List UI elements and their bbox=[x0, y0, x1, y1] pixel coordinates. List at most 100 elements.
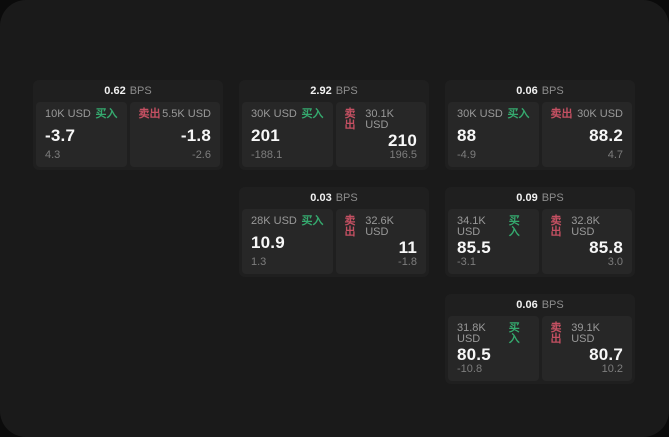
card-body: 30K USD 买入 201 -188.1 卖出 30.1K USD 210 1… bbox=[239, 102, 429, 170]
card-body: 30K USD 买入 88 -4.9 卖出 30K USD 88.2 4.7 bbox=[445, 102, 635, 170]
quote-card-2: 2.92 BPS 30K USD 买入 201 -188.1 卖出 bbox=[239, 80, 429, 170]
buy-label: 买入 bbox=[95, 108, 118, 120]
buy-cell[interactable]: 30K USD 买入 88 -4.9 bbox=[448, 102, 539, 167]
bps-unit-label: BPS bbox=[541, 299, 564, 311]
buy-cell-top: 30K USD 买入 bbox=[457, 109, 530, 120]
sell-price: 85.8 bbox=[589, 238, 623, 257]
sell-change: 196.5 bbox=[389, 149, 417, 161]
sell-cell-top: 卖出 30.1K USD bbox=[345, 109, 418, 131]
buy-amount: 30K USD bbox=[457, 108, 503, 120]
bps-header: 0.06 BPS bbox=[445, 294, 635, 316]
buy-label: 买入 bbox=[508, 215, 520, 238]
sell-cell[interactable]: 卖出 32.8K USD 85.8 3.0 bbox=[541, 209, 632, 274]
buy-cell-top: 30K USD 买入 bbox=[251, 109, 324, 120]
bps-unit-label: BPS bbox=[335, 192, 358, 204]
buy-change: -188.1 bbox=[251, 149, 283, 161]
sell-change: 3.0 bbox=[607, 256, 623, 268]
sell-amount: 39.1K USD bbox=[571, 322, 600, 345]
sell-amount: 30K USD bbox=[577, 108, 623, 120]
sell-label: 卖出 bbox=[550, 322, 562, 345]
buy-change: 4.3 bbox=[45, 149, 61, 161]
buy-cell-top: 28K USD 买入 bbox=[251, 216, 324, 227]
sell-cell[interactable]: 卖出 30.1K USD 210 196.5 bbox=[335, 102, 426, 167]
sell-price: 11 bbox=[398, 238, 417, 257]
quote-card-4: 0.03 BPS 28K USD 买入 10.9 1.3 卖出 bbox=[239, 187, 429, 277]
card-body: 34.1K USD 买入 85.5 -3.1 卖出 32.8K USD 85.8… bbox=[445, 209, 635, 277]
bps-unit-label: BPS bbox=[541, 192, 564, 204]
bps-value: 0.03 bbox=[310, 192, 332, 204]
card-body: 10K USD 买入 -3.7 4.3 卖出 5.5K USD -1.8 -2.… bbox=[33, 102, 223, 170]
sell-price: 80.7 bbox=[589, 345, 623, 364]
buy-change: -4.9 bbox=[457, 149, 476, 161]
buy-label: 买入 bbox=[301, 108, 324, 120]
buy-price: 80.5 bbox=[457, 345, 491, 364]
bps-value: 0.62 bbox=[104, 85, 126, 97]
sell-label: 卖出 bbox=[550, 108, 573, 120]
sell-cell-top: 卖出 32.6K USD bbox=[345, 216, 418, 238]
bps-header: 0.62 BPS bbox=[33, 80, 223, 102]
sell-label: 卖出 bbox=[138, 108, 161, 120]
quote-card-5: 0.09 BPS 34.1K USD 买入 85.5 -3.1 卖出 bbox=[445, 187, 635, 277]
sell-price: 210 bbox=[388, 131, 417, 150]
card-body: 28K USD 买入 10.9 1.3 卖出 32.6K USD 11 -1.8 bbox=[239, 209, 429, 277]
bps-value: 0.06 bbox=[516, 85, 538, 97]
sell-label: 卖出 bbox=[550, 215, 562, 238]
bps-header: 0.03 BPS bbox=[239, 187, 429, 209]
bps-value: 2.92 bbox=[310, 85, 332, 97]
bps-unit-label: BPS bbox=[129, 85, 152, 97]
buy-cell-top: 34.1K USD 买入 bbox=[457, 216, 530, 238]
sell-cell-top: 卖出 30K USD bbox=[551, 109, 624, 120]
buy-amount: 31.8K USD bbox=[457, 322, 486, 345]
sell-change: 4.7 bbox=[607, 149, 623, 161]
sell-amount: 5.5K USD bbox=[162, 108, 211, 120]
sell-cell[interactable]: 卖出 39.1K USD 80.7 10.2 bbox=[541, 316, 632, 381]
buy-cell[interactable]: 10K USD 买入 -3.7 4.3 bbox=[36, 102, 127, 167]
buy-label: 买入 bbox=[301, 215, 324, 227]
bps-value: 0.06 bbox=[516, 299, 538, 311]
buy-cell[interactable]: 31.8K USD 买入 80.5 -10.8 bbox=[448, 316, 539, 381]
buy-cell[interactable]: 28K USD 买入 10.9 1.3 bbox=[242, 209, 333, 274]
sell-amount: 32.8K USD bbox=[571, 215, 600, 238]
buy-price: -3.7 bbox=[45, 125, 76, 145]
bps-header: 0.09 BPS bbox=[445, 187, 635, 209]
sell-label: 卖出 bbox=[344, 108, 356, 131]
buy-change: 1.3 bbox=[251, 256, 267, 268]
bps-header: 0.06 BPS bbox=[445, 80, 635, 102]
buy-cell-top: 31.8K USD 买入 bbox=[457, 323, 530, 345]
sell-cell-top: 卖出 5.5K USD bbox=[139, 109, 212, 120]
sell-label: 卖出 bbox=[344, 215, 356, 238]
bps-unit-label: BPS bbox=[335, 85, 358, 97]
sell-cell[interactable]: 卖出 30K USD 88.2 4.7 bbox=[541, 102, 632, 167]
quote-card-grid: 0.62 BPS 10K USD 买入 -3.7 4.3 卖出 bbox=[33, 80, 635, 384]
sell-cell[interactable]: 卖出 32.6K USD 11 -1.8 bbox=[335, 209, 426, 274]
bps-unit-label: BPS bbox=[541, 85, 564, 97]
buy-label: 买入 bbox=[508, 322, 520, 345]
buy-cell[interactable]: 30K USD 买入 201 -188.1 bbox=[242, 102, 333, 167]
sell-cell-top: 卖出 32.8K USD bbox=[551, 216, 624, 238]
quote-card-6: 0.06 BPS 31.8K USD 买入 80.5 -10.8 卖 bbox=[445, 294, 635, 384]
sell-price: 88.2 bbox=[589, 125, 623, 145]
buy-price: 201 bbox=[251, 125, 280, 145]
quote-card-3: 0.06 BPS 30K USD 买入 88 -4.9 卖出 bbox=[445, 80, 635, 170]
sell-cell-top: 卖出 39.1K USD bbox=[551, 323, 624, 345]
buy-price: 85.5 bbox=[457, 238, 491, 257]
buy-price: 88 bbox=[457, 125, 477, 145]
buy-amount: 34.1K USD bbox=[457, 215, 486, 238]
sell-change: -2.6 bbox=[192, 149, 211, 161]
bps-value: 0.09 bbox=[516, 192, 538, 204]
sell-cell[interactable]: 卖出 5.5K USD -1.8 -2.6 bbox=[129, 102, 220, 167]
buy-cell-top: 10K USD 买入 bbox=[45, 109, 118, 120]
sell-price: -1.8 bbox=[180, 125, 211, 145]
buy-price: 10.9 bbox=[251, 232, 285, 252]
buy-amount: 28K USD bbox=[251, 215, 297, 227]
bps-header: 2.92 BPS bbox=[239, 80, 429, 102]
quote-card-1: 0.62 BPS 10K USD 买入 -3.7 4.3 卖出 bbox=[33, 80, 223, 170]
sell-change: 10.2 bbox=[601, 363, 623, 375]
buy-amount: 10K USD bbox=[45, 108, 91, 120]
buy-cell[interactable]: 34.1K USD 买入 85.5 -3.1 bbox=[448, 209, 539, 274]
sell-change: -1.8 bbox=[398, 256, 417, 268]
card-body: 31.8K USD 买入 80.5 -10.8 卖出 39.1K USD 80.… bbox=[445, 316, 635, 384]
buy-change: -10.8 bbox=[457, 363, 483, 375]
sell-amount: 32.6K USD bbox=[365, 215, 394, 238]
